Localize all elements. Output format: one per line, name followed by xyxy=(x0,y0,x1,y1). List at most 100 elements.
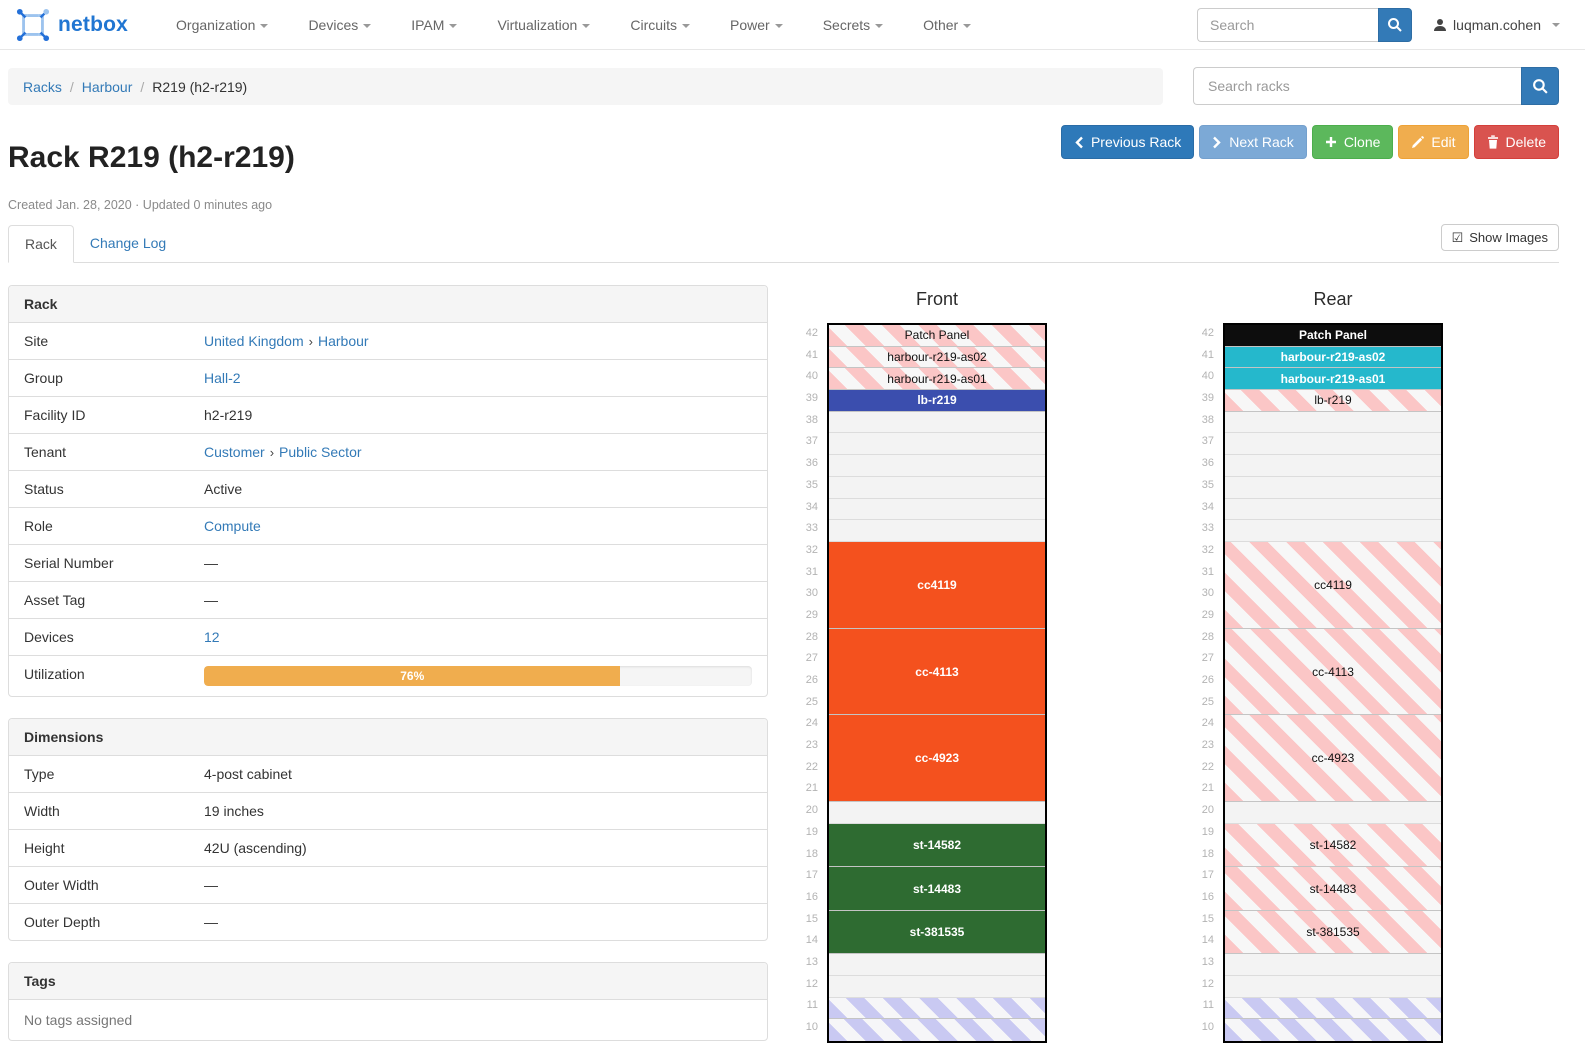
info-label: Facility ID xyxy=(24,407,86,423)
rear-elevation: Rear 42 41 40 39 38 37 36 35 34 33 32 31 30 29 28 27 26 2… xyxy=(1196,285,1443,1043)
clone-button[interactable]: Clone xyxy=(1311,125,1394,159)
value-customer[interactable]: Customer xyxy=(204,444,265,460)
info-row-status: Status Active xyxy=(9,470,767,507)
unit-number-29: 29 xyxy=(805,608,818,621)
info-value: Customer › Public Sector xyxy=(204,434,767,470)
breadcrumb-link-racks[interactable]: Racks xyxy=(23,78,62,95)
tags-empty-text: No tags assigned xyxy=(24,1012,133,1028)
brand-name: netbox xyxy=(58,12,129,36)
nav-item-organization[interactable]: Organization xyxy=(156,0,288,50)
unit-number-31: 31 xyxy=(805,565,818,578)
global-search xyxy=(1197,8,1412,42)
next-rack-button[interactable]: Next Rack xyxy=(1199,125,1307,159)
unit-number-28: 28 xyxy=(805,630,818,643)
info-row-site: Site United Kingdom › Harbour xyxy=(9,323,767,359)
rack-unit-harbour-r219-as01[interactable]: harbour-r219-as01 xyxy=(829,368,1045,391)
device-label: st-14582 xyxy=(1309,838,1357,853)
info-label: Outer Depth xyxy=(24,914,101,930)
rack-unit-cc-4113[interactable]: cc-4113 xyxy=(1225,628,1441,716)
rack-unit-patch-panel[interactable]: Patch Panel xyxy=(1225,325,1441,347)
rack-unit-harbour-r219-as01[interactable]: harbour-r219-as01 xyxy=(1225,368,1441,391)
unit-number-36: 36 xyxy=(805,457,818,470)
rack-unit-cc-4923[interactable]: cc-4923 xyxy=(1225,715,1441,803)
user-menu[interactable]: luqman.cohen xyxy=(1433,0,1560,50)
unit-number-23: 23 xyxy=(805,739,818,752)
delete-button[interactable]: Delete xyxy=(1473,125,1559,159)
nav-item-ipam[interactable]: IPAM xyxy=(391,0,477,50)
info-label: Devices xyxy=(24,629,74,645)
rack-unit-empty xyxy=(829,954,1045,976)
rack-unit-reserved xyxy=(1225,1019,1441,1041)
edit-button[interactable]: Edit xyxy=(1398,125,1469,159)
rack-unit-empty xyxy=(829,520,1045,542)
device-label: cc-4923 xyxy=(914,751,960,766)
plus-icon xyxy=(1325,137,1336,147)
rack-unit-st-14483[interactable]: st-14483 xyxy=(829,867,1045,911)
previous-rack-button[interactable]: Previous Rack xyxy=(1060,125,1195,159)
nav-item-power[interactable]: Power xyxy=(710,0,803,50)
top-navbar: netbox Organization Devices IPAM Virtualiza… xyxy=(0,0,1585,50)
rack-unit-lb-r219[interactable]: lb-r219 xyxy=(829,390,1045,412)
global-search-button[interactable] xyxy=(1378,8,1412,42)
unit-number-34: 34 xyxy=(1201,500,1214,513)
unit-number-33: 33 xyxy=(1201,522,1214,535)
device-label: lb-r219 xyxy=(1314,393,1352,408)
rack-unit-st-381535[interactable]: st-381535 xyxy=(1225,910,1441,955)
rack-unit-empty xyxy=(1225,411,1441,434)
unit-number-10: 10 xyxy=(805,1021,818,1033)
rack-unit-cc4119[interactable]: cc4119 xyxy=(1225,541,1441,629)
rack-unit-st-381535[interactable]: st-381535 xyxy=(829,910,1045,955)
pencil-icon xyxy=(1412,135,1425,148)
unit-number-11: 11 xyxy=(1202,999,1214,1012)
rear-unit-numbers: 42 41 40 39 38 37 36 35 34 33 32 31 30 29 28 27 26 25 24 23… xyxy=(1196,323,1214,1043)
rack-search-input[interactable] xyxy=(1193,67,1521,105)
rack-unit-st-14483[interactable]: st-14483 xyxy=(1225,867,1441,911)
nav-item-devices[interactable]: Devices xyxy=(288,0,391,50)
nav-item-virtualization[interactable]: Virtualization xyxy=(477,0,610,50)
rack-unit-patch-panel[interactable]: Patch Panel xyxy=(829,325,1045,347)
rack-unit-st-14582[interactable]: st-14582 xyxy=(1225,823,1441,868)
info-row-width: Width 19 inches xyxy=(9,792,767,829)
info-label: Height xyxy=(24,840,65,856)
rack-unit-lb-r219[interactable]: lb-r219 xyxy=(1225,390,1441,412)
value-hall-2[interactable]: Hall-2 xyxy=(204,370,241,386)
unit-number-14: 14 xyxy=(805,934,818,947)
rack-unit-st-14582[interactable]: st-14582 xyxy=(829,823,1045,868)
show-images-button[interactable]: ☑ Show Images xyxy=(1440,224,1559,251)
device-label: cc4119 xyxy=(1314,577,1352,592)
value-compute[interactable]: Compute xyxy=(204,518,261,534)
unit-number-10: 10 xyxy=(1201,1021,1214,1033)
unit-number-29: 29 xyxy=(1201,608,1214,621)
value-united-kingdom[interactable]: United Kingdom xyxy=(204,333,304,349)
global-search-input[interactable] xyxy=(1197,8,1378,42)
rack-unit-empty xyxy=(1225,975,1441,998)
rack-unit-empty xyxy=(829,802,1045,824)
nav-item-secrets[interactable]: Secrets xyxy=(803,0,903,50)
value-public-sector[interactable]: Public Sector xyxy=(279,444,362,460)
netbox-logo-icon xyxy=(16,8,50,41)
rack-unit-harbour-r219-as02[interactable]: harbour-r219-as02 xyxy=(1225,346,1441,369)
nav-item-circuits[interactable]: Circuits xyxy=(610,0,710,50)
tab-rack[interactable]: Rack xyxy=(8,225,74,263)
chevron-down-icon xyxy=(774,23,783,28)
unit-number-33: 33 xyxy=(805,522,818,535)
value-harbour[interactable]: Harbour xyxy=(317,333,369,349)
netbox-brand[interactable]: netbox xyxy=(10,8,134,42)
rack-unit-harbour-r219-as02[interactable]: harbour-r219-as02 xyxy=(829,346,1045,369)
info-row-group: Group Hall-2 xyxy=(9,359,767,396)
value-active: Active xyxy=(204,481,243,497)
tab-change-log[interactable]: Change Log xyxy=(89,235,167,251)
rack-unit-cc-4923[interactable]: cc-4923 xyxy=(829,715,1045,803)
info-row-outer-depth: Outer Depth — xyxy=(9,903,767,940)
device-label: lb-r219 xyxy=(917,393,957,408)
trash-icon xyxy=(1487,135,1498,149)
page-title: Rack R219 (h2-r219) xyxy=(8,141,295,174)
nav-item-other[interactable]: Other xyxy=(903,0,991,50)
breadcrumb-link-harbour[interactable]: Harbour xyxy=(81,78,133,95)
rack-unit-cc4119[interactable]: cc4119 xyxy=(829,541,1045,629)
panel-title: Tags xyxy=(9,963,767,1000)
value-12[interactable]: 12 xyxy=(204,629,220,645)
rack-search-button[interactable] xyxy=(1521,67,1559,105)
rack-unit-cc-4113[interactable]: cc-4113 xyxy=(829,628,1045,716)
